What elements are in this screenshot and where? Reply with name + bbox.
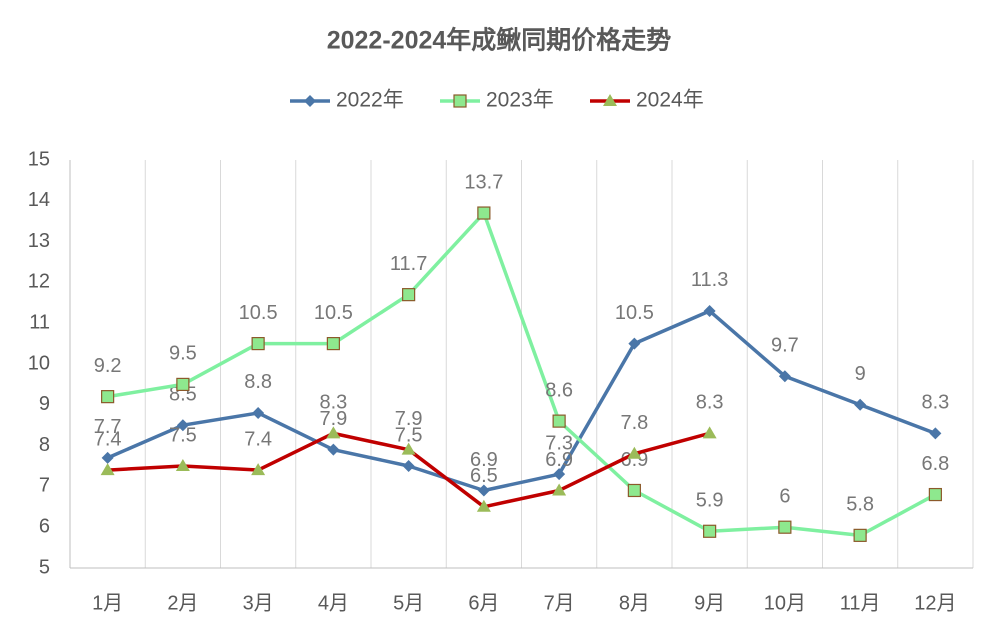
data-label: 6 <box>779 485 790 507</box>
point <box>401 442 416 455</box>
data-label: 7.9 <box>395 408 423 430</box>
data-label: 13.7 <box>464 171 503 193</box>
legend-marker <box>603 94 617 106</box>
legend-label: 2022年 <box>336 89 404 112</box>
data-label: 8.3 <box>319 392 347 414</box>
data-label: 6.9 <box>620 449 648 471</box>
data-label: 7.5 <box>169 424 197 446</box>
data-label: 6.8 <box>921 453 949 475</box>
point <box>627 483 641 498</box>
data-label: 10.5 <box>314 302 353 324</box>
point <box>175 459 190 471</box>
data-label: 9.2 <box>94 355 122 377</box>
point <box>703 524 717 538</box>
data-label: 6.9 <box>545 449 573 471</box>
data-label: 9.5 <box>169 343 197 365</box>
data-label: 11.3 <box>691 269 728 291</box>
point <box>326 426 341 439</box>
data-label: 7.4 <box>94 428 122 450</box>
x-tick-label: 1月 <box>92 592 123 614</box>
x-tick-label: 8月 <box>619 592 650 614</box>
point <box>929 427 942 440</box>
y-tick-label: 15 <box>28 148 50 170</box>
y-tick-label: 10 <box>28 352 50 374</box>
point <box>326 337 340 351</box>
point <box>252 406 265 419</box>
data-label: 9 <box>855 363 866 385</box>
point <box>100 463 115 476</box>
point <box>778 520 792 534</box>
point <box>703 304 716 317</box>
point <box>553 468 566 481</box>
y-tick-label: 5 <box>39 556 50 578</box>
x-tick-label: 2月 <box>167 592 198 614</box>
data-label: 10.5 <box>239 302 278 324</box>
data-label: 11.7 <box>390 253 427 275</box>
data-label: 10.5 <box>615 302 654 324</box>
point <box>854 398 867 411</box>
data-label: 5.9 <box>696 490 724 512</box>
point <box>552 483 567 496</box>
data-label: 6.5 <box>470 465 498 487</box>
data-label: 6.9 <box>470 449 498 471</box>
data-label: 8.3 <box>696 392 724 414</box>
series-line <box>106 309 936 493</box>
y-tick-label: 14 <box>28 189 50 211</box>
x-tick-label: 6月 <box>468 592 499 614</box>
point <box>552 414 566 428</box>
point <box>853 528 867 542</box>
data-label: 8.6 <box>545 379 573 401</box>
x-tick-label: 4月 <box>318 592 349 614</box>
y-tick-label: 11 <box>29 311 50 333</box>
point <box>101 451 114 464</box>
y-tick-label: 8 <box>39 434 50 456</box>
series-line <box>107 211 937 538</box>
point <box>101 390 115 404</box>
data-label: 7.4 <box>244 428 272 450</box>
point <box>477 206 491 220</box>
legend-label: 2023年 <box>486 89 554 112</box>
data-label: 7.5 <box>395 424 423 446</box>
x-tick-label: 11月 <box>840 592 881 614</box>
point <box>402 288 416 302</box>
point <box>402 460 415 472</box>
data-label: 8.8 <box>244 371 272 393</box>
point <box>251 463 266 476</box>
data-label: 5.8 <box>846 494 874 516</box>
x-tick-label: 3月 <box>243 592 274 614</box>
chart-title: 2022-2024年成鳅同期价格走势 <box>327 26 672 55</box>
x-tick-label: 9月 <box>694 592 725 614</box>
point <box>928 487 942 502</box>
y-tick-label: 7 <box>39 475 50 497</box>
legend-label: 2024年 <box>636 89 704 112</box>
data-label: 8.3 <box>921 392 949 414</box>
y-tick-label: 6 <box>39 515 50 537</box>
legend-marker <box>453 94 467 108</box>
point <box>176 419 189 432</box>
point <box>778 370 791 383</box>
x-tick-label: 10月 <box>764 592 806 614</box>
data-label: 7.8 <box>620 412 648 434</box>
x-tick-label: 5月 <box>393 592 424 614</box>
data-label: 8.5 <box>169 383 197 405</box>
point <box>251 337 265 351</box>
y-tick-label: 13 <box>28 230 50 252</box>
point <box>176 377 190 391</box>
y-tick-label: 12 <box>28 271 50 293</box>
data-label: 9.7 <box>771 335 799 357</box>
point <box>627 446 642 459</box>
point <box>702 426 717 439</box>
point <box>327 443 340 456</box>
y-tick-label: 9 <box>39 393 50 415</box>
x-tick-label: 7月 <box>544 592 575 614</box>
data-label: 7.3 <box>545 432 573 454</box>
point <box>476 499 491 512</box>
legend-marker <box>304 95 316 107</box>
point <box>477 484 490 497</box>
data-label: 7.9 <box>319 408 347 430</box>
point <box>628 337 641 350</box>
data-label: 7.7 <box>94 416 122 438</box>
x-tick-label: 12月 <box>914 592 956 614</box>
